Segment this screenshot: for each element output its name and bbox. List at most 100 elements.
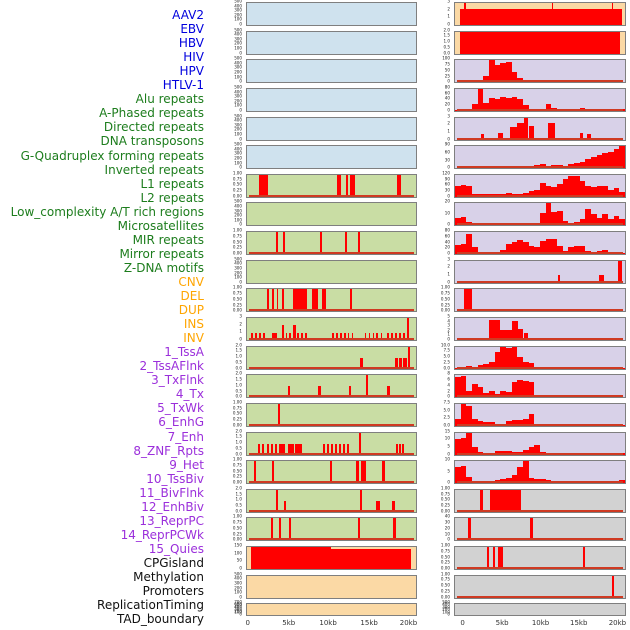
data-bar <box>275 232 279 255</box>
data-bar <box>274 443 277 455</box>
zero-baseline <box>456 567 624 570</box>
track-plot-10-tssbiv <box>454 316 626 341</box>
data-bar <box>261 443 264 455</box>
area-bin <box>455 185 461 197</box>
data-bar <box>489 489 522 512</box>
track-label-dup: DUP <box>178 303 204 318</box>
area-bin <box>506 421 512 426</box>
track-plot-6-enhg <box>454 202 626 227</box>
area-bin <box>472 247 478 255</box>
data-bar <box>399 332 401 340</box>
data-bar <box>253 461 257 484</box>
data-bar <box>399 357 402 369</box>
y-tick: 100 <box>234 46 242 52</box>
area-bin <box>460 465 467 484</box>
y-tick: 200 <box>234 156 242 162</box>
y-tick: 4 <box>447 318 450 324</box>
y-tick: 500 <box>234 571 242 577</box>
y-tick: 0.25 <box>440 560 450 566</box>
track-label-hbv: HBV <box>178 36 204 51</box>
y-tick: 500 <box>442 600 450 606</box>
data-bar <box>380 332 383 340</box>
y-tick: 200 <box>234 13 242 18</box>
y-tick: 0.75 <box>440 291 450 297</box>
data-bar <box>345 174 349 197</box>
y-tick: 0.75 <box>232 520 242 526</box>
area-bin <box>528 246 535 255</box>
area-bin <box>545 203 552 226</box>
y-tick: 0.00 <box>232 423 242 428</box>
area-bin <box>506 478 512 484</box>
area-bin <box>585 185 592 197</box>
track-label-13-reprpc: 13_ReprPC <box>139 513 204 528</box>
data-bar <box>391 332 394 340</box>
data-bar <box>499 330 508 340</box>
track-label-directed-repeats: Directed repeats <box>103 120 204 135</box>
area-bin <box>511 72 518 83</box>
area-series <box>455 88 625 111</box>
y-tick: 0 <box>239 612 242 618</box>
zero-baseline <box>248 452 415 455</box>
area-bin <box>545 238 552 255</box>
y-tick: 0 <box>447 337 450 343</box>
y-tick: 600 <box>234 601 242 607</box>
track-plot-microsatellites <box>246 431 417 456</box>
y-tick: 20 <box>444 102 450 108</box>
y-tick: 0 <box>447 194 450 199</box>
y-tick: 400 <box>234 3 242 9</box>
area-bin <box>466 476 473 484</box>
area-bin <box>494 98 501 111</box>
data-bar <box>357 232 361 255</box>
data-bar <box>318 386 321 398</box>
y-tick: 60 <box>444 90 450 96</box>
data-bar <box>393 518 396 541</box>
track-plot-hbv <box>246 59 417 84</box>
y-tick: 300 <box>234 266 242 271</box>
track-plot-14-reprpcwk <box>454 431 626 456</box>
data-bar <box>335 332 338 340</box>
track-plot-mir-repeats <box>246 460 417 485</box>
track-label-8-znf-rpts: 8_ZNF_Rpts <box>133 443 204 458</box>
y-tick: 0.25 <box>232 302 242 308</box>
data-bar <box>271 332 277 340</box>
area-bin <box>551 238 558 255</box>
y-tick: 500 <box>234 199 242 205</box>
y-tick: 0.25 <box>440 589 450 595</box>
y-tick: 90 <box>444 142 450 148</box>
area-bin <box>472 446 478 455</box>
y-tick: 0.00 <box>440 594 450 600</box>
y-tick: 0 <box>447 251 450 257</box>
data-bar <box>350 174 355 197</box>
data-bar <box>289 332 292 340</box>
y-tick: 3 <box>447 323 450 329</box>
y-tick: 0.50 <box>440 297 450 302</box>
y-tick: 0 <box>239 594 242 600</box>
area-bin <box>511 96 518 111</box>
x-tick-label: 20kb <box>608 619 627 627</box>
area-bin <box>613 188 620 197</box>
y-tick: 0.0 <box>443 50 450 56</box>
y-tick: 10 <box>444 531 450 537</box>
y-tick: 2.0 <box>235 428 242 434</box>
zero-baseline <box>456 194 624 197</box>
data-bar <box>258 174 268 197</box>
zero-baseline <box>248 309 415 312</box>
data-bar <box>320 232 323 255</box>
track-plot-replicationtiming <box>454 574 626 599</box>
x-tick-label: 5kb <box>282 619 296 627</box>
data-bar <box>467 518 471 541</box>
track-label-mirror-repeats: Mirror repeats <box>119 246 204 261</box>
x-tick-label: 0 <box>245 619 250 627</box>
area-bin <box>528 413 535 426</box>
area-bin <box>511 381 518 398</box>
data-bar <box>278 518 281 541</box>
area-bin <box>608 151 614 169</box>
data-bar <box>486 547 489 570</box>
area-series <box>455 432 625 455</box>
y-tick: 100 <box>234 17 242 23</box>
y-tick: 400 <box>234 261 242 267</box>
area-bin <box>545 104 552 111</box>
y-tick: 120 <box>442 171 450 176</box>
area-bin <box>528 477 535 484</box>
data-bar <box>266 443 269 455</box>
